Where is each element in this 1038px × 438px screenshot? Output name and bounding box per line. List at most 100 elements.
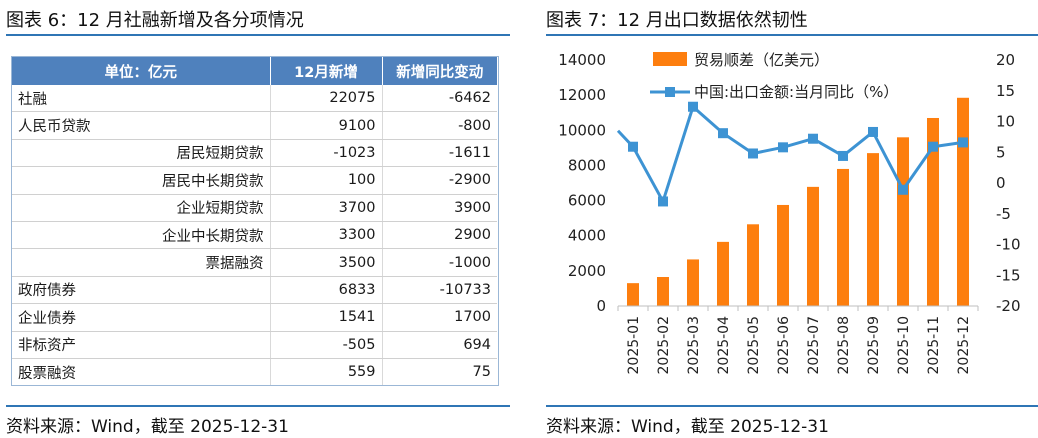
row-dec-new-value: 6833 [270,276,383,305]
x-tick-label: 2025-12 [956,316,972,375]
table-title: 图表 6：12 月社融新增及各分项情况 [6,10,304,31]
export-yoy-point [958,137,968,148]
x-tick-label: 2025-11 [926,316,942,375]
row-yoy-change-value: 75 [382,358,497,387]
row-dec-new-value: 3500 [270,248,383,277]
export-yoy-point [808,133,818,144]
table-header-row: 单位：亿元 12月新增 新增同比变动 [12,57,497,85]
export-yoy-point [688,101,698,112]
y-left-tick-label: 14000 [558,51,606,69]
trade-surplus-bar [687,259,699,306]
row-label: 企业中长期贷款 [12,221,271,250]
row-dec-new-value: 559 [270,358,383,387]
table-row: 企业中长期贷款 3300 2900 [12,221,497,250]
x-tick-label: 2025-06 [776,316,792,375]
y-left-tick-label: 12000 [558,86,606,104]
row-yoy-change-value: 3900 [382,194,497,222]
row-yoy-change-value: -1611 [382,139,497,168]
trade-surplus-bar [627,283,639,306]
header-dec-new: 12月新增 [270,57,383,85]
export-yoy-line [616,105,964,203]
y-right-tick-label: 10 [996,113,1015,131]
row-yoy-change-value: -10733 [382,276,497,305]
row-label: 居民短期贷款 [12,139,271,168]
table-row: 非标资产 -505 694 [12,331,497,359]
row-dec-new-value: 9100 [270,111,383,140]
x-tick-label: 2025-08 [836,316,852,375]
export-yoy-point [838,150,848,161]
y-right-tick-label: -15 [996,266,1021,284]
row-yoy-change-value: 2900 [382,221,497,250]
table-row: 人民币贷款 9100 -800 [12,111,497,140]
row-dec-new-value: 3300 [270,221,383,250]
row-label: 票据融资 [12,248,271,277]
y-right-tick-label: -20 [996,297,1021,315]
trade-surplus-bar [927,117,939,306]
export-yoy-point [778,142,788,153]
title-rule [546,34,1038,36]
table-row: 企业短期贷款 3700 3900 [12,194,497,222]
row-dec-new-value: -505 [270,331,383,359]
y-left-tick-label: 8000 [568,156,606,174]
x-tick-label: 2025-10 [896,316,912,375]
right-panel: 图表 7：12 月出口数据依然韧性 0 2000 4000 6000 8000 10000… [540,0,1038,438]
trade-surplus-bar [837,168,849,306]
source-rule [546,405,1038,407]
row-yoy-change-value: -800 [382,111,497,140]
legend-line-marker [665,87,675,97]
trade-surplus-bar [867,153,879,306]
export-yoy-point [718,128,728,139]
chart-title: 图表 7：12 月出口数据依然韧性 [546,10,808,31]
left-panel: 图表 6：12 月社融新增及各分项情况 单位：亿元 12月新增 新增同比变动 社… [0,0,510,438]
trade-surplus-bar [957,97,969,307]
row-dec-new-value: 100 [270,166,383,195]
table-row: 社融 22075 -6462 [12,85,497,113]
table-source: 资料来源：Wind，截至 2025-12-31 [6,417,289,437]
row-yoy-change-value: -1000 [382,248,497,277]
table-row: 股票融资 559 75 [12,358,497,387]
export-yoy-point [658,196,668,207]
title-rule [6,34,510,36]
row-label: 社融 [12,85,271,113]
row-dec-new-value: 22075 [270,85,383,113]
trade-surplus-bar [717,241,729,306]
row-dec-new-value: 1541 [270,303,383,332]
export-yoy-point [868,126,878,137]
trade-surplus-bar [897,137,909,306]
row-yoy-change-value: -6462 [382,85,497,113]
trade-surplus-bar [657,277,669,306]
row-label: 居民中长期贷款 [12,166,271,195]
export-yoy-point [748,148,758,159]
x-tick-label: 2025-01 [626,316,642,375]
y-right-tick-label: 5 [996,143,1006,161]
y-right-tick-label: 20 [996,51,1015,69]
y-right-tick-label: 0 [996,174,1006,192]
x-tick-label: 2025-09 [866,316,882,375]
row-yoy-change-value: 1700 [382,303,497,332]
y-left-tick-label: 4000 [568,227,606,245]
social-financing-table: 单位：亿元 12月新增 新增同比变动 社融 22075 -6462 人民币贷款 9100… [12,57,497,387]
row-label: 企业债券 [12,303,271,332]
y-left-tick-label: 2000 [568,262,606,280]
x-tick-label: 2025-05 [746,316,762,375]
row-label: 政府债券 [12,276,271,305]
row-dec-new-value: -1023 [270,139,383,168]
row-label: 企业短期贷款 [12,194,271,222]
y-left-tick-label: 0 [596,297,606,315]
export-yoy-point [928,141,938,152]
header-yoy-change: 新增同比变动 [382,57,497,85]
header-unit: 单位：亿元 [12,57,271,85]
trade-surplus-bar [807,186,819,306]
x-tick-label: 2025-03 [686,316,702,375]
table-row: 居民短期贷款 -1023 -1611 [12,139,497,168]
table-row: 政府债券 6833 -10733 [12,276,497,305]
x-tick-label: 2025-02 [656,316,672,375]
row-yoy-change-value: 694 [382,331,497,359]
table-row: 企业债券 1541 1700 [12,303,497,332]
x-tick-label: 2025-07 [806,316,822,375]
x-tick-label: 2025-04 [716,316,732,375]
legend-bar-label: 贸易顺差（亿美元） [694,51,829,69]
export-chart: 0 2000 4000 6000 8000 10000 12000 14000 -20 -15 -1… [558,51,1021,375]
row-yoy-change-value: -2900 [382,166,497,195]
y-right-tick-label: 15 [996,82,1015,100]
